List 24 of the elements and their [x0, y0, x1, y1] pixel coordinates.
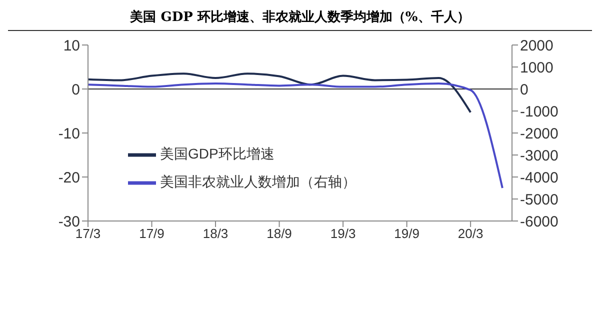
y2-tick-label: -5000: [520, 191, 558, 208]
y-tick-label: -20: [58, 169, 80, 186]
line-series: [88, 82, 504, 189]
legend-label: 美国非农就业人数增加（右轴）: [160, 174, 356, 190]
x-tick-label: 18/9: [266, 226, 292, 242]
x-tick-label: 20/3: [458, 226, 484, 242]
legend-label: 美国GDP环比增速: [160, 146, 274, 162]
x-tick-label: 19/9: [394, 226, 420, 242]
y2-tick-label: 1000: [520, 59, 554, 76]
x-tick-label: 18/3: [202, 226, 228, 242]
y2-tick-label: 0: [520, 81, 528, 98]
x-tick-label: 17/9: [139, 226, 164, 242]
y2-tick-label: -2000: [520, 125, 558, 142]
x-tick-label: 19/3: [330, 226, 356, 242]
y2-tick-label: -6000: [520, 213, 558, 230]
y2-tick-label: -3000: [520, 147, 558, 164]
y-tick-label: 0: [72, 81, 80, 98]
y2-tick-label: -1000: [520, 103, 558, 120]
y2-tick-label: 2000: [520, 37, 554, 54]
y2-tick-label: -4000: [520, 169, 558, 186]
chart-title: 美国 GDP 环比增速、非农就业人数季均增加（%、千人）: [8, 8, 592, 31]
y-tick-label: 10: [63, 37, 80, 54]
line-series: [88, 72, 472, 114]
y-tick-label: -10: [58, 125, 80, 142]
